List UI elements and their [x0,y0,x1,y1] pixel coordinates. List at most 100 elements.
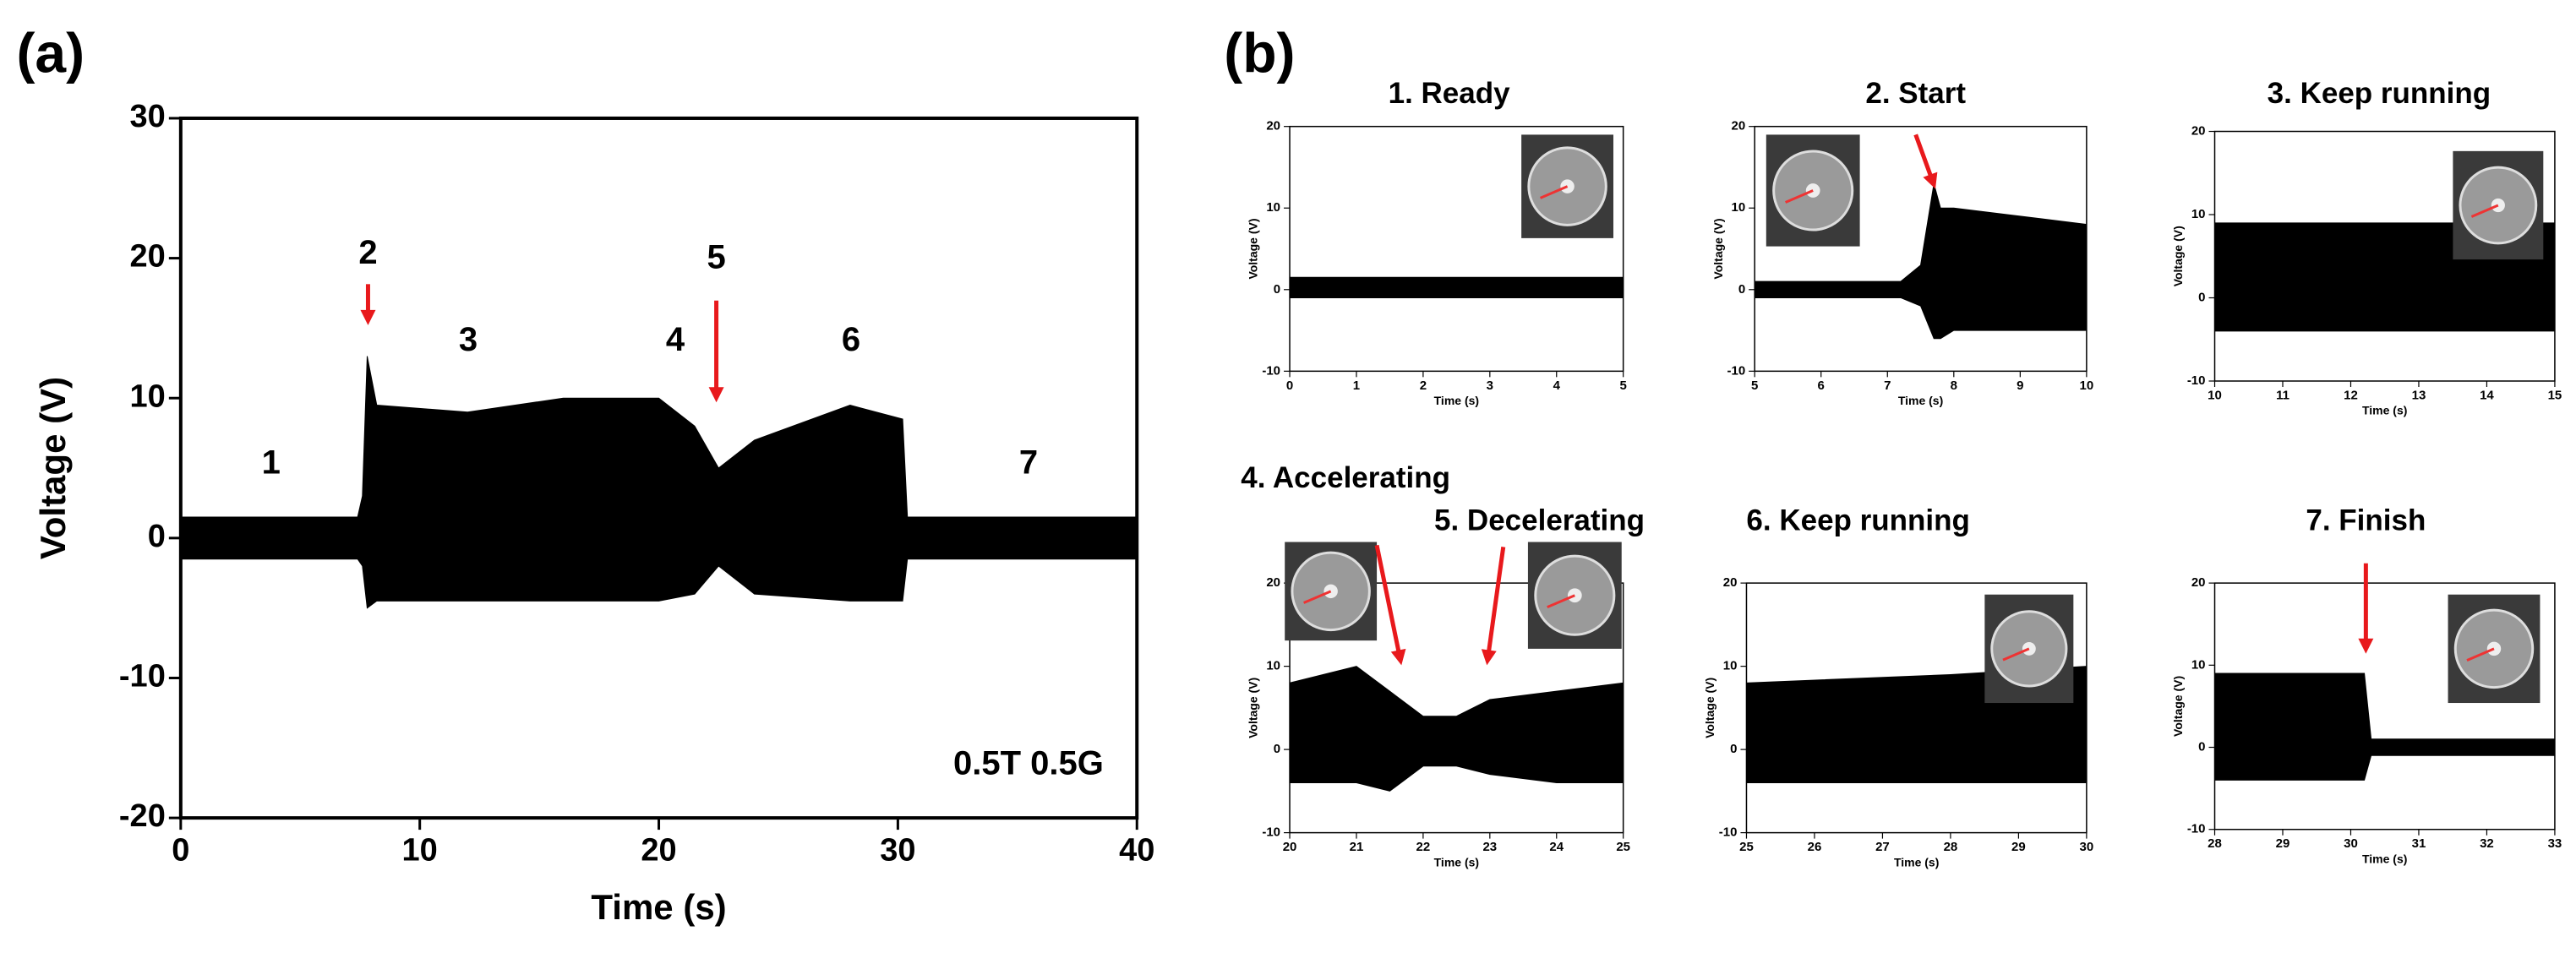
y-tick-label: 20 [2191,123,2206,138]
arrow-shaft [1913,133,1934,178]
x-tick-label: 20 [641,833,676,869]
x-axis-label: Time (s) [1894,855,1939,869]
x-tick-label: 30 [2344,836,2358,851]
x-tick-label: 8 [1951,378,1957,393]
y-tick-label: 0 [1274,742,1280,756]
signal-band [1745,749,2088,784]
signal-band [1289,666,1624,750]
stage-label: 1 [262,444,281,482]
x-tick-label: 10 [402,833,438,869]
x-tick-label: 1 [1353,378,1360,393]
arrow-head [1481,649,1497,666]
y-tick-label: 10 [130,378,166,414]
x-tick-label: 11 [2276,388,2289,402]
y-tick-label: 20 [1266,119,1280,133]
x-tick-label: 22 [1416,840,1431,854]
subplot-title: 6. Keep running [1746,504,1969,536]
arrow-head [708,387,724,403]
signal-band [1289,276,1624,291]
stage-label: 3 [459,321,478,358]
y-tick-label: 10 [1723,659,1738,673]
x-tick-label: 33 [2548,836,2562,851]
x-tick-label: 20 [1283,840,1297,854]
gauge-needle [1539,185,1569,199]
y-tick-label: 20 [1723,575,1738,590]
x-tick-label: 12 [2344,388,2358,402]
y-tick-label: 20 [1732,119,1746,133]
y-tick-label: 0 [1730,742,1737,756]
subplot-title: 4. Accelerating [1241,461,1450,494]
y-axis-label: Voltage (V) [2171,226,2185,286]
x-axis-label: Time (s) [591,887,726,927]
y-tick-label: -10 [2187,822,2206,836]
x-tick-label: 30 [880,833,915,869]
subplot-title: 7. Finish [2306,504,2426,536]
stage-label: 4 [666,321,685,358]
x-axis-label: Time (s) [2362,852,2407,865]
y-axis-label: Voltage (V) [1711,218,1725,279]
x-tick-label: 10 [2080,378,2094,393]
y-tick-label: 10 [2191,657,2206,672]
y-tick-label: -10 [1719,825,1738,840]
y-tick-label: 20 [2191,575,2206,590]
y-tick-label: 0 [1274,282,1280,297]
plot-frame [1289,125,1624,373]
y-axis-label: Voltage (V) [1247,218,1260,279]
x-tick-label: 0 [1286,378,1293,393]
y-tick-label: 10 [1266,200,1280,215]
x-tick-label: 27 [1875,840,1890,854]
subplot-title: 3. Keep running [2268,77,2491,110]
gauge-needle [1785,189,1814,204]
stage-label: 2 [358,234,377,271]
signal-band [1289,749,1624,792]
y-axis-label: Voltage (V) [1703,678,1716,738]
x-tick-label: 5 [1620,378,1627,393]
stage-label: 7 [1019,444,1038,482]
x-tick-label: 28 [1944,840,1958,854]
y-tick-label: -10 [1727,363,1746,378]
arrow-shaft [1486,547,1506,654]
stage-label: 6 [842,321,860,358]
y-tick-label: 10 [2191,207,2206,221]
x-tick-label: 23 [1482,840,1497,854]
y-tick-label: -10 [119,659,166,694]
condition-note: 0.5T 0.5G [953,744,1104,781]
arrow-head [2358,638,2374,654]
x-tick-label: 2 [1420,378,1427,393]
y-tick-label: 30 [130,99,166,134]
x-tick-label: 15 [2548,388,2562,402]
x-tick-label: 21 [1350,840,1364,854]
panel-label: (a) [16,21,85,84]
arrow-head [360,309,376,325]
x-tick-label: 9 [2017,378,2023,393]
x-tick-label: 14 [2480,388,2494,402]
y-tick-label: 0 [2198,739,2205,754]
y-tick-label: 10 [1732,200,1746,215]
y-tick-label: -10 [1262,363,1280,378]
x-tick-label: 32 [2480,836,2494,851]
plot-frame [1745,582,2088,834]
y-tick-label: -10 [1262,825,1280,840]
x-tick-label: 40 [1119,833,1154,869]
gauge-needle [1547,594,1575,609]
x-tick-label: 29 [2276,836,2290,851]
y-axis-label: Voltage (V) [2171,676,2185,737]
signal-band [2214,297,2556,332]
x-tick-label: 13 [2412,388,2426,402]
y-tick-label: 0 [148,519,166,554]
y-tick-label: 10 [1266,659,1280,673]
y-tick-label: 0 [2198,290,2205,304]
signal-band [180,356,1138,539]
x-axis-label: Time (s) [1434,855,1479,869]
y-tick-label: -20 [119,798,166,834]
gauge-needle [2466,647,2495,662]
signal-band [180,537,1138,609]
x-tick-label: 25 [1616,840,1630,854]
y-axis-label: Voltage (V) [1247,678,1260,738]
y-tick-label: 20 [130,239,166,275]
plot-frame [1289,582,1624,834]
signal-band [1754,289,2088,340]
x-tick-label: 30 [2080,840,2094,854]
